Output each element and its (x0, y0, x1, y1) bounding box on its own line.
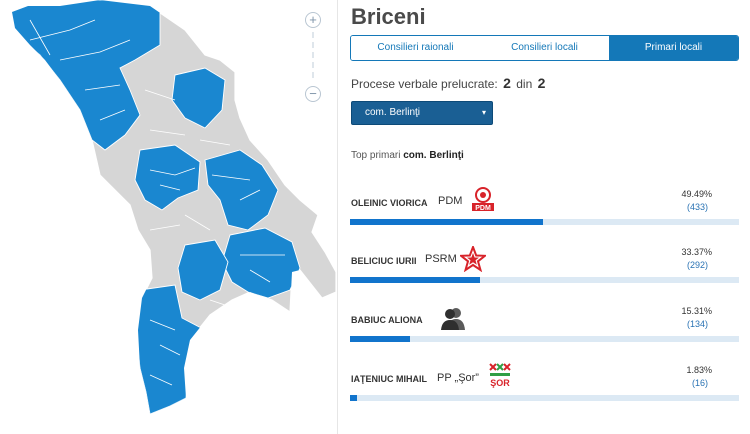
pdm-logo-icon: PDM (472, 187, 494, 212)
processed-done: 2 (503, 75, 511, 91)
processed-reports: Procese verbale prelucrate: 2 din 2 (351, 75, 547, 91)
candidate-percent: 49.49% (681, 189, 712, 199)
candidate-row: BABIUC ALIONA 15.31% (134) (350, 303, 740, 343)
zoom-in-button[interactable]: + (305, 12, 321, 28)
candidate-name: BABIUC ALIONA (351, 315, 423, 325)
candidate-votes: (16) (691, 378, 708, 388)
map-region-south-center[interactable] (177, 239, 229, 301)
candidate-row: OLEINIC VIORICA PDM PDM 49.49% (433) (350, 186, 740, 226)
candidate-party: PP „Şor” (437, 372, 479, 384)
candidate-row: BELICIUC IURII PSRM 33.37% (292) (350, 244, 740, 284)
zoom-slider[interactable] (312, 32, 314, 82)
results-panel: Briceni Consilieri raionali Consilieri l… (350, 0, 750, 434)
independent-people-icon (441, 308, 465, 330)
candidate-row: IAŢENIUC MIHAIL PP „Şor” ŞOR 1.83% (16) (350, 362, 740, 402)
map-region-northeast[interactable] (171, 67, 226, 129)
tab-consilieri-locali[interactable]: Consilieri locali (480, 36, 609, 60)
locality-select-value: com. Berlinţi (365, 107, 421, 118)
candidate-bar (350, 277, 739, 283)
candidate-percent: 33.37% (681, 247, 712, 257)
district-title: Briceni (351, 4, 426, 29)
candidate-bar-fill (350, 277, 480, 283)
top-mayors-title: Top primari com. Berlinţi (351, 150, 464, 161)
sor-logo-icon: ŞOR (489, 363, 511, 388)
locality-select[interactable]: com. Berlinţi ▾ (351, 101, 493, 125)
candidate-name: BELICIUC IURII (351, 256, 417, 266)
candidate-bar-fill (350, 336, 410, 342)
candidate-bar (350, 395, 739, 401)
candidate-party: PSRM (425, 253, 457, 265)
processed-of: din (516, 77, 533, 91)
moldova-map[interactable] (0, 0, 338, 434)
candidate-percent: 1.83% (686, 365, 712, 375)
svg-text:ŞOR: ŞOR (490, 378, 510, 388)
candidate-bar-fill (350, 395, 358, 401)
zoom-out-button[interactable]: − (305, 86, 321, 102)
map-zoom-control: + − (304, 12, 322, 102)
tab-primari-locali[interactable]: Primari locali (609, 36, 738, 60)
top-locality: com. Berlinţi (403, 150, 464, 161)
psrm-star-icon (460, 246, 486, 272)
processed-total: 2 (537, 75, 546, 91)
candidate-name: OLEINIC VIORICA (351, 198, 428, 208)
map-region-center-east[interactable] (204, 149, 279, 231)
candidate-party: PDM (438, 195, 463, 207)
chevron-down-icon: ▾ (481, 108, 486, 117)
candidate-votes: (292) (686, 260, 708, 270)
candidate-votes: (134) (686, 319, 708, 329)
map-panel: + − (0, 0, 338, 434)
map-region-chisinau[interactable] (221, 227, 301, 299)
map-region-center-west[interactable] (134, 144, 201, 211)
candidate-bar (350, 336, 739, 342)
top-label: Top primari (351, 150, 401, 161)
svg-text:PDM: PDM (475, 205, 491, 212)
tab-consilieri-raionali[interactable]: Consilieri raionali (351, 36, 480, 60)
candidate-votes: (433) (686, 202, 708, 212)
candidate-name: IAŢENIUC MIHAIL (351, 374, 427, 384)
candidate-bar-fill (350, 219, 543, 225)
candidate-percent: 15.31% (681, 306, 712, 316)
processed-label: Procese verbale prelucrate: (351, 77, 498, 91)
election-type-tabs: Consilieri raionali Consilieri locali Pr… (350, 35, 739, 61)
candidate-bar (350, 219, 739, 225)
